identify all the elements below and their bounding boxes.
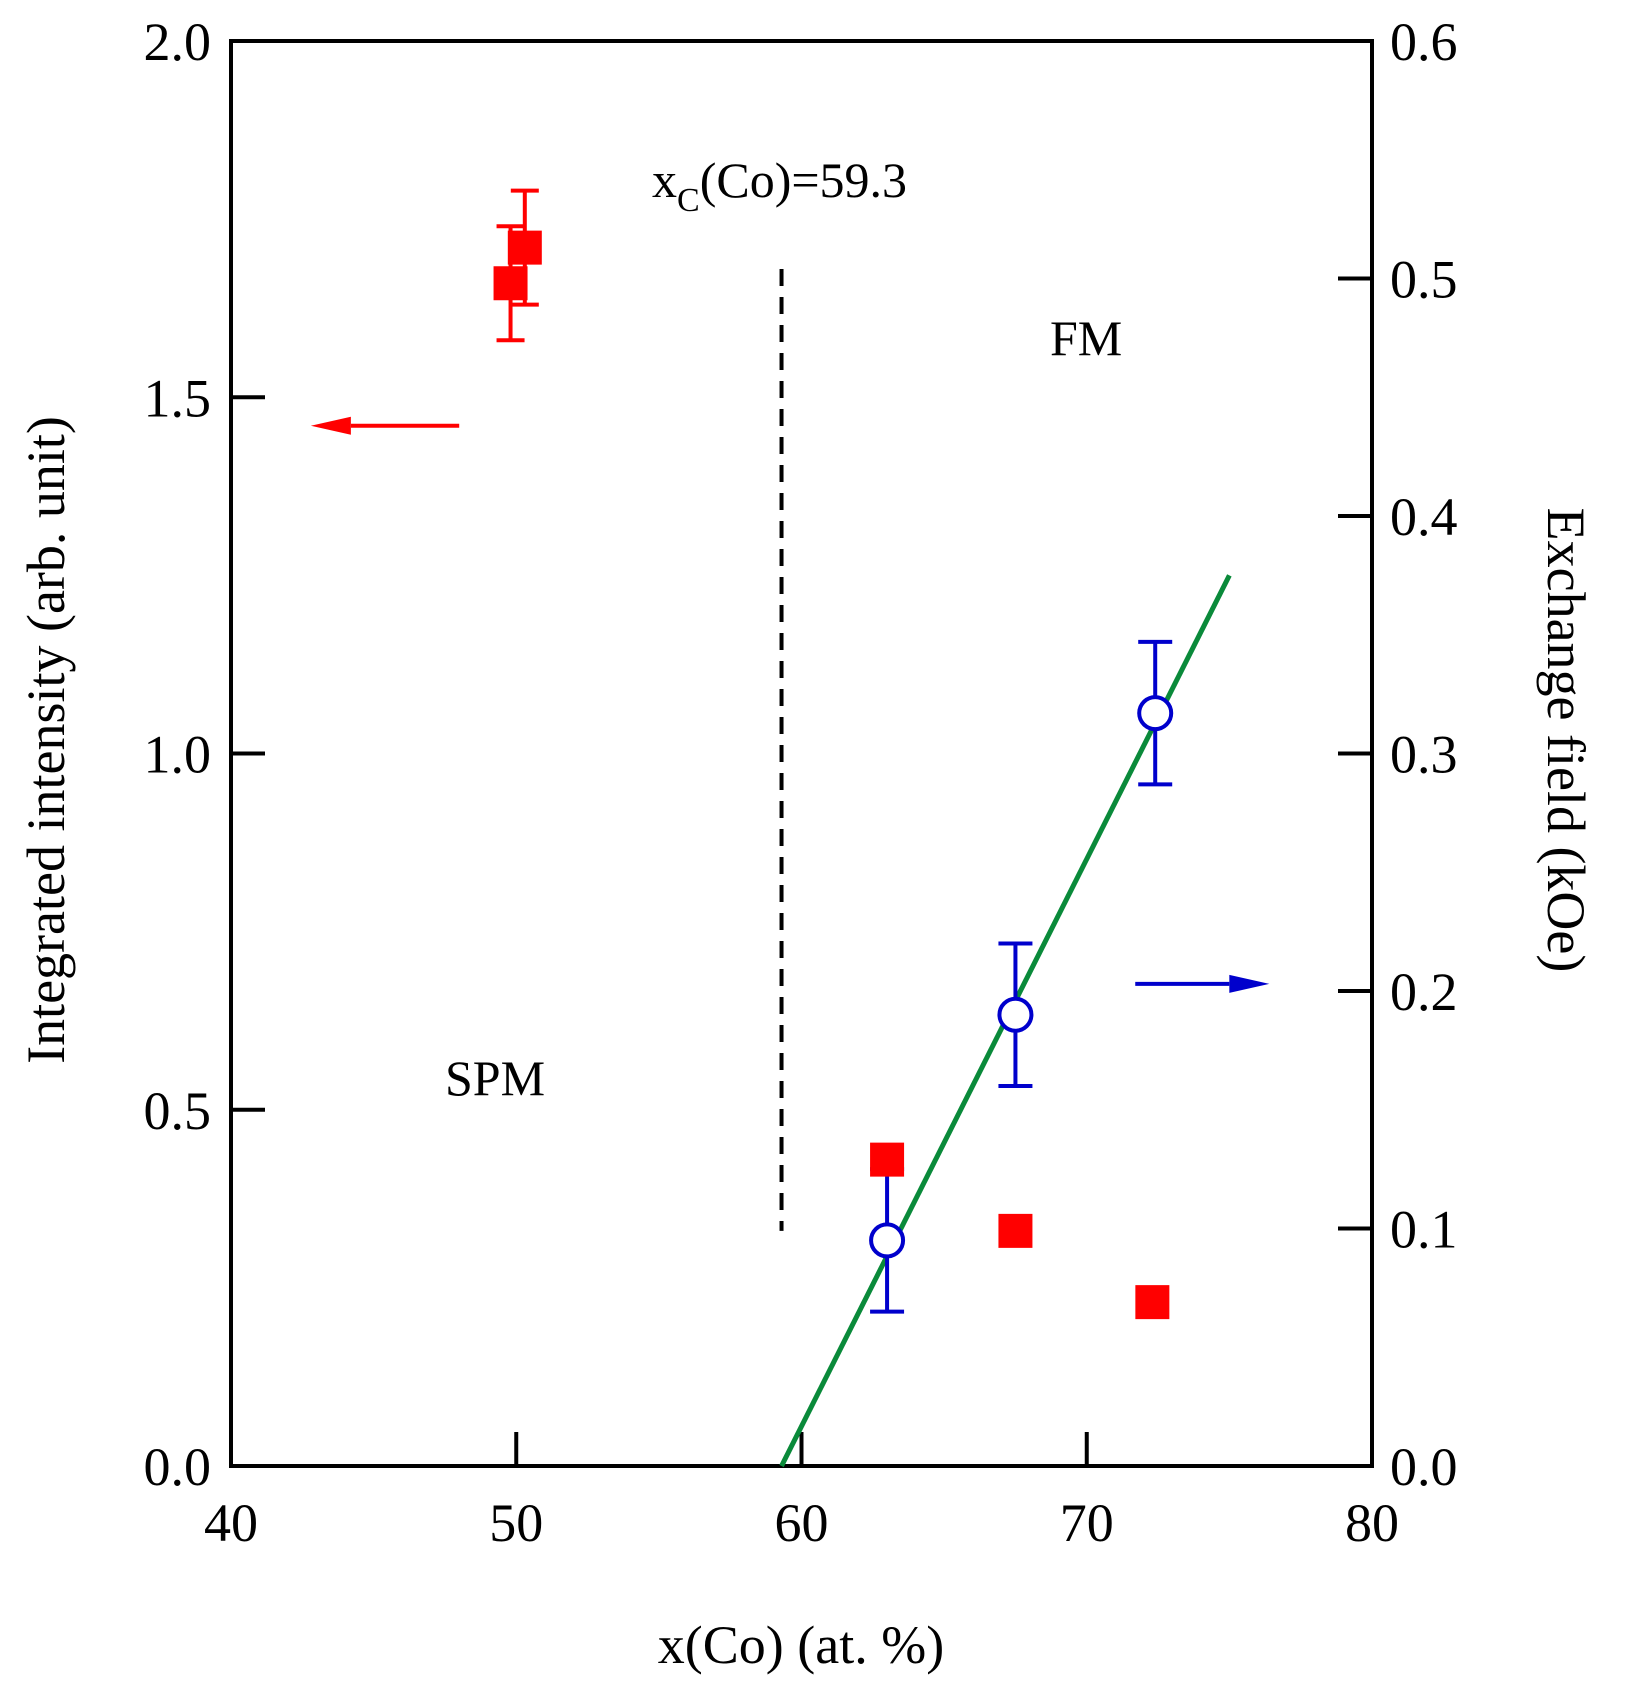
y-left-tick-label: 0.0: [144, 1437, 212, 1497]
y-right-tick-label: 0.4: [1390, 487, 1458, 547]
x-tick-label: 50: [489, 1493, 543, 1553]
x-tick-label: 70: [1060, 1493, 1114, 1553]
left-axis-arrow-icon: [310, 416, 351, 435]
xc-annotation: xC(Co)=59.3: [652, 152, 907, 219]
exchange-field-marker: [997, 996, 1034, 1033]
intensity-marker: [998, 1213, 1033, 1248]
y-right-tick-label: 0.0: [1390, 1437, 1458, 1497]
intensity-marker: [870, 1142, 905, 1177]
x-tick-label: 40: [204, 1493, 258, 1553]
right-axis-arrow-icon: [1229, 974, 1270, 993]
intensity-marker: [493, 266, 528, 301]
x-axis-title: x(Co) (at. %): [658, 1615, 944, 1675]
xc-main: x: [652, 152, 677, 208]
axis-ticks: [229, 39, 1374, 1468]
xc-rest: (Co)=59.3: [700, 152, 907, 208]
fm-label: FM: [1050, 310, 1122, 366]
y-right-tick-label: 0.3: [1390, 725, 1458, 785]
y-left-tick-label: 1.0: [144, 725, 212, 785]
xc-sub: C: [677, 182, 700, 219]
y-axis-left-title: Integrated intensity (arb. unit): [16, 416, 76, 1064]
plot-frame: [229, 39, 1374, 1468]
y-left-tick-label: 0.5: [144, 1081, 212, 1141]
intensity-marker: [1135, 1285, 1170, 1320]
x-tick-label: 80: [1345, 1493, 1399, 1553]
y-right-tick-label: 0.6: [1390, 12, 1458, 72]
y-left-tick-label: 1.5: [144, 368, 212, 428]
tick-labels: 40 50 60 70 800.00.51.01.52.00.00.10.20.30.4…: [144, 12, 1458, 1553]
y-right-tick-label: 0.5: [1390, 250, 1458, 310]
data-markers: [493, 230, 1174, 1320]
exchange-field-marker: [1137, 695, 1174, 732]
y-left-tick-label: 2.0: [144, 12, 212, 72]
x-tick-label: 60: [775, 1493, 829, 1553]
exchange-field-marker: [869, 1222, 906, 1259]
y-right-tick-label: 0.1: [1390, 1200, 1458, 1260]
intensity-marker: [507, 230, 542, 265]
y-right-tick-label: 0.2: [1390, 962, 1458, 1022]
y-axis-right-title: Exchange field (kOe): [1536, 508, 1596, 973]
axis-arrows: [310, 416, 1270, 993]
spm-label: SPM: [445, 1050, 545, 1106]
